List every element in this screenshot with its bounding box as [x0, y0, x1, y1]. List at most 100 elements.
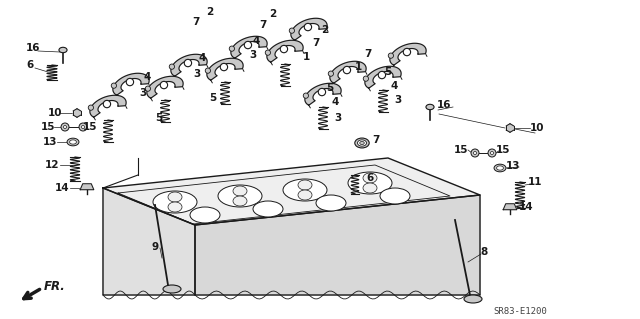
Ellipse shape	[494, 164, 506, 172]
Polygon shape	[103, 188, 195, 295]
Text: 16: 16	[436, 100, 451, 110]
Text: 6: 6	[366, 173, 374, 183]
Circle shape	[61, 123, 69, 131]
Ellipse shape	[70, 140, 76, 144]
Ellipse shape	[283, 179, 327, 201]
Text: 15: 15	[83, 122, 97, 132]
Circle shape	[111, 83, 116, 88]
Polygon shape	[171, 54, 207, 76]
Polygon shape	[365, 66, 401, 88]
Text: 10: 10	[530, 123, 544, 133]
Ellipse shape	[233, 186, 247, 196]
Polygon shape	[147, 76, 183, 98]
Polygon shape	[390, 43, 426, 65]
Text: FR.: FR.	[44, 280, 66, 293]
Polygon shape	[330, 61, 366, 83]
Circle shape	[88, 105, 93, 110]
Circle shape	[265, 50, 271, 55]
Text: 4: 4	[198, 53, 205, 63]
Text: 10: 10	[48, 108, 62, 118]
Circle shape	[289, 28, 294, 33]
Text: 14: 14	[518, 202, 533, 212]
Text: 2: 2	[321, 25, 328, 35]
Text: 11: 11	[528, 177, 542, 187]
Ellipse shape	[298, 190, 312, 200]
Circle shape	[81, 125, 84, 129]
Ellipse shape	[497, 166, 504, 170]
Ellipse shape	[253, 201, 283, 217]
Circle shape	[328, 71, 333, 76]
Circle shape	[304, 23, 312, 31]
Polygon shape	[305, 83, 341, 105]
Polygon shape	[195, 195, 480, 295]
Text: 12: 12	[45, 160, 60, 170]
Text: 5: 5	[326, 83, 333, 93]
Ellipse shape	[168, 192, 182, 202]
Polygon shape	[103, 158, 480, 225]
Ellipse shape	[355, 138, 369, 148]
Text: 5: 5	[385, 67, 392, 77]
Text: 3: 3	[140, 88, 147, 98]
Circle shape	[63, 125, 67, 129]
Text: 15: 15	[496, 145, 510, 155]
Ellipse shape	[348, 172, 392, 194]
Text: 4: 4	[332, 97, 339, 107]
Circle shape	[490, 152, 493, 154]
Ellipse shape	[218, 185, 262, 207]
Text: 3: 3	[334, 113, 342, 123]
Ellipse shape	[298, 180, 312, 190]
Text: 5: 5	[156, 113, 163, 123]
Circle shape	[388, 53, 394, 58]
Polygon shape	[506, 124, 514, 132]
Circle shape	[303, 93, 308, 98]
Text: 15: 15	[41, 122, 55, 132]
Circle shape	[205, 68, 211, 73]
Polygon shape	[90, 95, 126, 117]
Ellipse shape	[233, 196, 247, 206]
Text: 9: 9	[152, 242, 159, 252]
Text: 16: 16	[26, 43, 40, 53]
Polygon shape	[207, 58, 243, 80]
Ellipse shape	[380, 188, 410, 204]
Polygon shape	[80, 184, 94, 190]
Circle shape	[488, 149, 496, 157]
Circle shape	[318, 88, 326, 96]
Circle shape	[244, 41, 252, 49]
Circle shape	[471, 149, 479, 157]
Circle shape	[103, 100, 111, 108]
Ellipse shape	[163, 285, 181, 293]
Polygon shape	[113, 73, 149, 95]
Circle shape	[145, 86, 150, 91]
Ellipse shape	[190, 207, 220, 223]
Text: 13: 13	[506, 161, 520, 171]
Text: 7: 7	[372, 135, 380, 145]
Ellipse shape	[464, 295, 482, 303]
Circle shape	[280, 45, 287, 53]
Text: 7: 7	[312, 38, 320, 48]
Text: 13: 13	[43, 137, 57, 147]
Circle shape	[126, 78, 134, 86]
Text: 4: 4	[390, 81, 397, 91]
Ellipse shape	[153, 191, 197, 213]
Text: 5: 5	[209, 93, 216, 103]
Text: 2: 2	[206, 7, 214, 17]
Text: SR83-E1200: SR83-E1200	[493, 308, 547, 316]
Text: 4: 4	[252, 36, 260, 46]
Text: 14: 14	[54, 183, 69, 193]
Text: 7: 7	[259, 20, 267, 30]
Text: 15: 15	[454, 145, 468, 155]
Circle shape	[364, 76, 369, 81]
Circle shape	[229, 46, 234, 51]
Ellipse shape	[67, 138, 79, 146]
Ellipse shape	[363, 183, 377, 193]
Text: 3: 3	[193, 69, 200, 79]
Circle shape	[403, 48, 411, 56]
Circle shape	[160, 81, 168, 89]
Circle shape	[474, 152, 477, 154]
Text: 1: 1	[355, 62, 362, 72]
Text: 4: 4	[143, 72, 150, 82]
Circle shape	[378, 71, 385, 79]
Polygon shape	[231, 36, 267, 58]
Ellipse shape	[316, 195, 346, 211]
Text: 7: 7	[364, 49, 372, 59]
